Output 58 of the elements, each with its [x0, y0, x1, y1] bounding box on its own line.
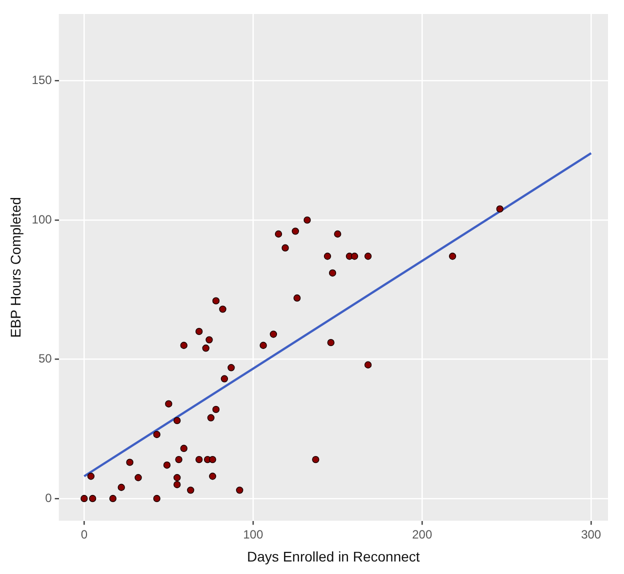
point — [174, 474, 181, 482]
point — [304, 216, 311, 224]
point — [195, 456, 203, 464]
point — [153, 430, 160, 438]
point — [163, 462, 171, 469]
point — [228, 364, 235, 372]
point — [212, 297, 220, 304]
point — [195, 328, 203, 336]
y-tick-label: 0 — [45, 490, 52, 505]
y-tick-label: 150 — [32, 73, 52, 88]
point — [202, 344, 210, 352]
point — [187, 486, 194, 494]
point — [270, 330, 278, 338]
point — [80, 494, 88, 502]
x-tick-label: 300 — [581, 527, 602, 542]
point — [109, 494, 116, 502]
x-tick-label: 200 — [412, 527, 432, 542]
point — [153, 494, 160, 502]
point — [219, 306, 226, 313]
point — [174, 481, 181, 488]
y-axis-title: EBP Hours Completed — [7, 197, 24, 338]
point — [282, 244, 289, 252]
point — [350, 252, 358, 260]
x-tick-label: 0 — [80, 527, 88, 542]
point — [118, 484, 125, 491]
point — [89, 494, 96, 502]
point — [180, 444, 188, 452]
point — [334, 230, 342, 238]
point — [87, 472, 95, 480]
x-tick-label: 100 — [243, 527, 264, 542]
y-tick-label: 50 — [38, 352, 52, 366]
point — [174, 416, 181, 424]
point — [364, 361, 372, 368]
y-tick-label: 100 — [32, 212, 52, 226]
point — [165, 400, 172, 408]
point — [292, 228, 299, 235]
point — [207, 414, 214, 422]
point — [364, 252, 372, 260]
point — [260, 342, 267, 349]
point — [134, 474, 142, 482]
point — [324, 252, 332, 260]
point — [236, 486, 244, 494]
x-axis-title: Days Enrolled in Reconnect — [247, 548, 420, 564]
point — [328, 269, 336, 277]
point — [126, 458, 134, 466]
point — [496, 205, 504, 213]
point — [312, 456, 320, 464]
point — [206, 336, 213, 344]
point — [293, 294, 301, 302]
point — [212, 406, 220, 414]
point — [175, 456, 182, 464]
point — [327, 338, 334, 346]
point — [180, 342, 188, 349]
point — [274, 230, 282, 238]
point — [448, 252, 456, 260]
point — [208, 456, 216, 464]
point — [220, 375, 228, 382]
point — [208, 472, 216, 480]
